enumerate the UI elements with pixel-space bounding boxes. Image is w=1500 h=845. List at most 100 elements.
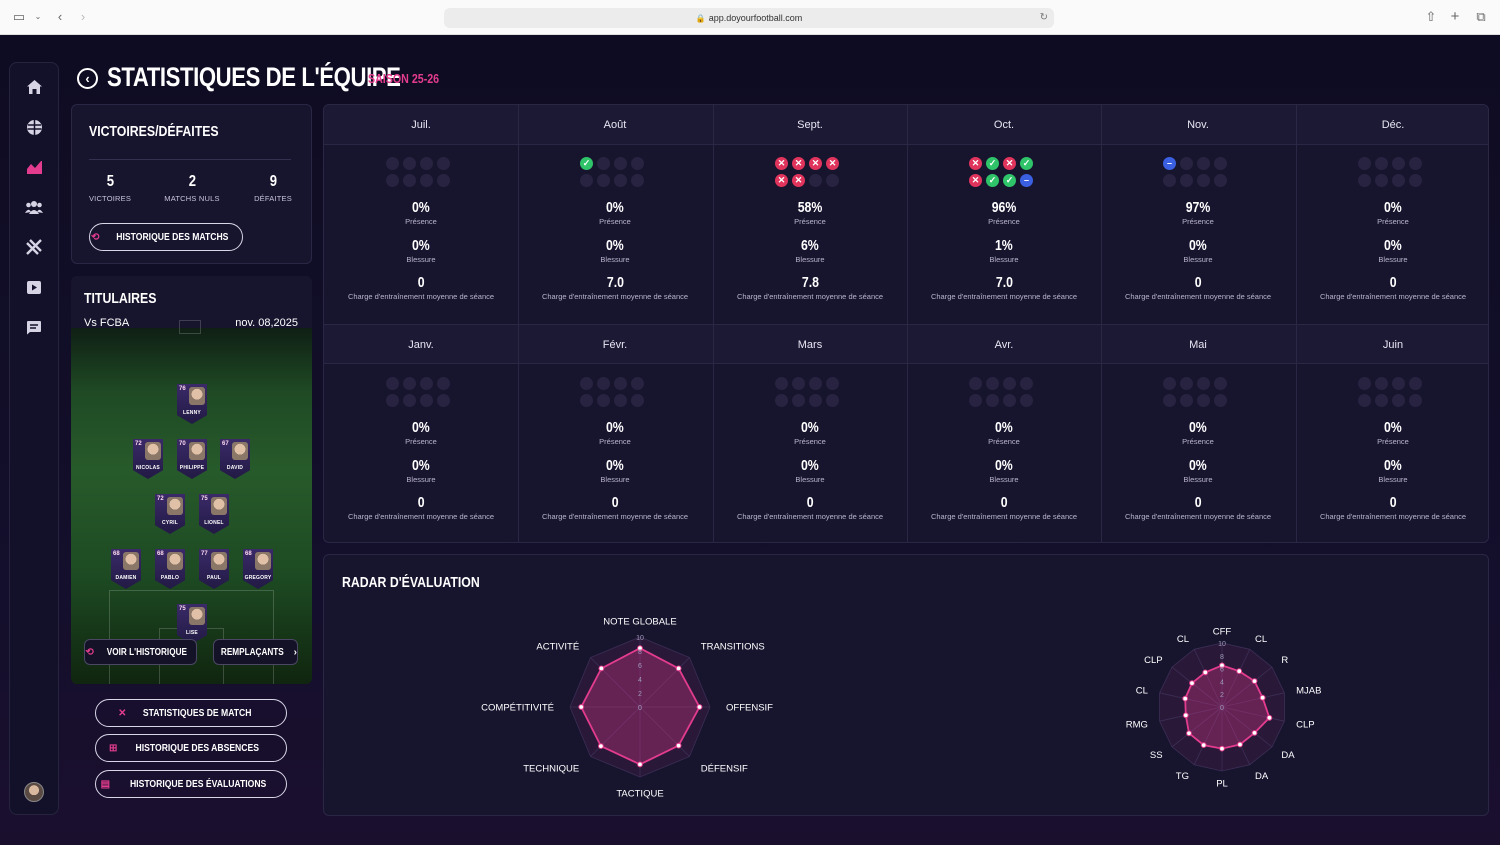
player-card[interactable]: 72 CYRIL [155,494,185,536]
new-tab-icon[interactable]: + [1450,8,1460,25]
player-card[interactable]: 70 PHILIPPE [177,439,207,481]
empty-slot [1392,174,1405,187]
nav-stats-icon[interactable] [24,157,44,177]
injury-label: Blessure [795,475,825,484]
radar-point[interactable] [1259,694,1266,701]
injury-label: Blessure [406,255,436,264]
load-value: 0 [1194,494,1202,511]
radar-point[interactable] [1266,714,1273,721]
radar-point[interactable] [1202,669,1209,676]
medical-kit-icon: ⊞ [109,742,118,754]
nav-video-icon[interactable] [24,277,44,297]
player-name: GREGORY [244,575,272,581]
radar-point[interactable] [1237,741,1243,748]
radar-point[interactable] [696,704,703,710]
substitutes-button[interactable]: REMPLAÇANTS › [213,639,298,665]
player-card[interactable]: 72 NICOLAS [133,439,163,481]
player-card[interactable]: 68 DAMIEN [111,549,141,591]
empty-slot [1358,174,1371,187]
player-card[interactable]: 75 LISE [177,604,207,646]
radar-spoke [1221,706,1273,748]
radar-point[interactable] [675,742,682,749]
radar-point[interactable] [1182,695,1189,702]
evaluations-history-button[interactable]: ▤ HISTORIQUE DES ÉVALUATIONS [95,770,287,798]
radar-point[interactable] [1182,712,1189,719]
month-name: Janv. [408,339,434,351]
radar-point[interactable] [598,743,604,750]
player-card[interactable]: 68 GREGORY [243,549,273,591]
radar-spoke [590,657,641,708]
nav-team-icon[interactable] [24,197,44,217]
empty-slot [631,377,644,390]
radar-spoke [639,706,690,757]
share-icon[interactable]: ⇧ [1425,9,1437,24]
empty-slot [986,394,999,407]
radar-spoke [1193,649,1223,708]
radar-point[interactable] [1189,680,1195,687]
empty-slot [437,394,450,407]
radar-point[interactable] [1251,678,1258,684]
nav-ball-icon[interactable] [24,117,44,137]
back-button[interactable]: ‹ [77,68,98,89]
win-icon: ✓ [1003,174,1016,187]
injury-label: Blessure [1378,475,1408,484]
chevron-down-icon[interactable]: ⌄ [34,12,42,21]
presence-label: Présence [1182,437,1214,446]
absences-history-button[interactable]: ⊞ HISTORIQUE DES ABSENCES [95,734,287,762]
empty-slot [1375,394,1388,407]
match-history-button[interactable]: ⟲ HISTORIQUE DES MATCHS [89,223,243,251]
match-stats-button[interactable]: ✕ STATISTIQUES DE MATCH [95,699,287,727]
empty-slot [775,377,788,390]
player-photo [167,497,183,515]
player-card[interactable]: 76 LENNY [177,384,207,426]
month-name: Août [603,119,627,131]
avatar[interactable] [24,782,44,802]
nav-training-icon[interactable] [24,237,44,257]
month-name: Févr. [602,339,628,351]
injury-value: 0% [1189,457,1207,474]
sidebar-toggle-icon[interactable]: ▭ [12,9,26,24]
radar-point[interactable] [1219,745,1225,752]
win-icon: ✓ [580,157,593,170]
player-photo [145,442,161,460]
radar-point[interactable] [1236,668,1243,675]
forward-arrow-icon[interactable]: › [80,9,86,24]
radar-point[interactable] [675,665,682,672]
radar-point[interactable] [637,645,643,652]
tabs-overview-icon[interactable]: ⧉ [1476,9,1486,24]
address-bar[interactable]: 🔒 app.doyourfootball.com ↻ [444,8,1054,28]
radar-point[interactable] [578,704,585,710]
player-card[interactable]: 77 PAUL [199,549,229,591]
month-name: Oct. [993,119,1015,131]
nav-messages-icon[interactable] [24,317,44,337]
radar-point[interactable] [1251,730,1258,736]
radar-point[interactable] [637,761,643,768]
player-card[interactable]: 68 PABLO [155,549,185,591]
draw-icon: – [1020,174,1033,187]
injury-label: Blessure [1183,475,1213,484]
injury-label: Blessure [989,255,1019,264]
nav-home-icon[interactable] [24,77,44,97]
radar-point[interactable] [1200,742,1207,749]
injury-value: 0% [606,237,624,254]
injury-value: 1% [995,237,1013,254]
empty-slot [1197,377,1210,390]
radar-point[interactable] [1219,662,1225,669]
empty-slot [986,377,999,390]
month-column: Sept. ✕ ✕ ✕ ✕ ✕ ✕ 58% Présence 6% Blessure 7.8 Charg… [713,105,907,324]
empty-slot [597,174,610,187]
load-value: 7.8 [801,274,819,291]
reload-icon[interactable]: ↻ [1039,12,1048,23]
player-card[interactable]: 75 LIONEL [199,494,229,536]
match-results [969,377,1039,411]
load-value: 0 [417,494,425,511]
empty-slot [403,174,416,187]
load-label: Charge d'entraînement moyenne de séance [736,512,884,521]
radar-point[interactable] [598,665,605,672]
player-card[interactable]: 67 DAVID [220,439,250,481]
presence-label: Présence [794,217,826,226]
column-divider [713,105,714,542]
back-arrow-icon[interactable]: ‹ [57,9,63,24]
view-history-button[interactable]: ⟲ VOIR L'HISTORIQUE [84,639,197,665]
radar-point[interactable] [1186,730,1192,737]
